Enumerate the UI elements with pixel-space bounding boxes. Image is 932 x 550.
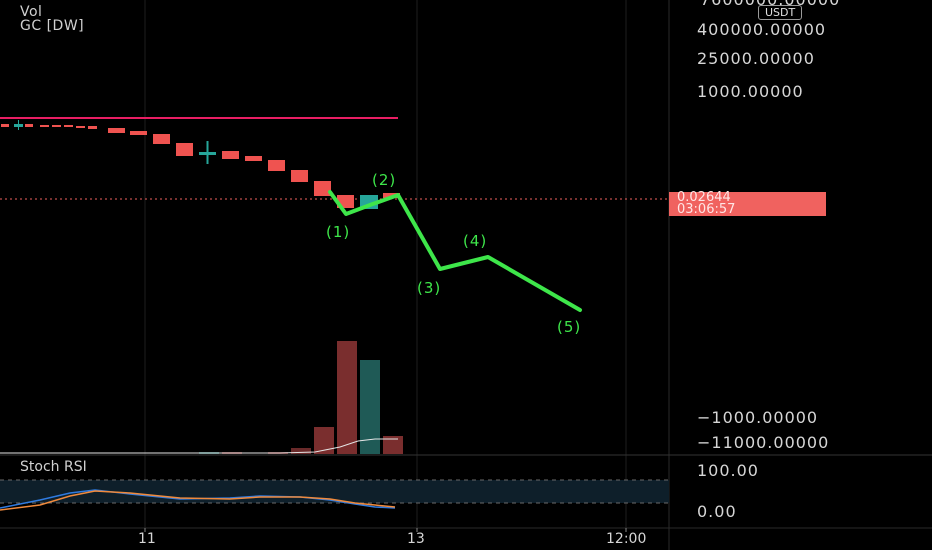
wave-label-4: (4): [463, 232, 488, 250]
volume-ma-line: [0, 438, 398, 454]
stoch-axis-label: 100.00: [697, 461, 759, 480]
candle-countdown: 03:06:57: [677, 202, 736, 217]
candle: [25, 124, 33, 127]
candle: [108, 128, 125, 133]
candle: [153, 134, 170, 144]
candle: [40, 125, 49, 127]
candles: [1, 120, 400, 209]
candle: [291, 170, 308, 182]
volume-bar: [383, 436, 403, 454]
candle: [245, 156, 262, 161]
indicator-label[interactable]: GC [DW]: [20, 18, 85, 34]
stoch-d-line: [0, 490, 396, 511]
candle: [130, 131, 147, 135]
stoch-k-line: [0, 489, 396, 509]
candle: [314, 181, 331, 196]
price-axis-label: −11000.00000: [697, 433, 830, 452]
candle: [1, 124, 9, 127]
volume-bar: [337, 341, 357, 454]
currency-badge[interactable]: USDT: [758, 5, 803, 20]
price-axis-label: 400000.00000: [697, 20, 827, 39]
elliott-wave-projection[interactable]: [328, 190, 582, 312]
candle: [268, 160, 285, 171]
candle: [64, 125, 73, 127]
stoch-axis-label: 0.00: [697, 502, 737, 521]
candle: [88, 126, 97, 129]
price-axis-label: −1000.00000: [697, 408, 819, 427]
time-axis-label: 12:00: [606, 531, 647, 547]
time-axis-label: 11: [138, 531, 156, 547]
stoch-rsi-label[interactable]: Stoch RSI: [20, 459, 87, 475]
volume-label[interactable]: Vol: [20, 4, 43, 20]
candle: [199, 152, 216, 155]
candle: [52, 125, 61, 127]
wave-label-1: (1): [326, 223, 351, 241]
price-axis-label: 25000.00000: [697, 49, 815, 68]
wave-label-5: (5): [557, 318, 582, 336]
candle: [76, 126, 85, 128]
volume-bar: [314, 427, 334, 454]
current-price-value: 0.02644: [677, 190, 731, 205]
candle: [176, 143, 193, 156]
wave-label-3: (3): [417, 279, 442, 297]
time-axis-label: 13: [407, 531, 425, 547]
price-axis-label: 1000.00000: [697, 82, 804, 101]
volume-bar: [291, 448, 311, 454]
volume-bars: [199, 341, 403, 454]
price-axis-label: 7600000.00000: [700, 0, 840, 9]
wave-label-2: (2): [372, 171, 397, 189]
current-price-tag: 0.02644 03:06:57: [669, 190, 826, 217]
volume-bar: [360, 360, 380, 454]
candle: [222, 151, 239, 159]
